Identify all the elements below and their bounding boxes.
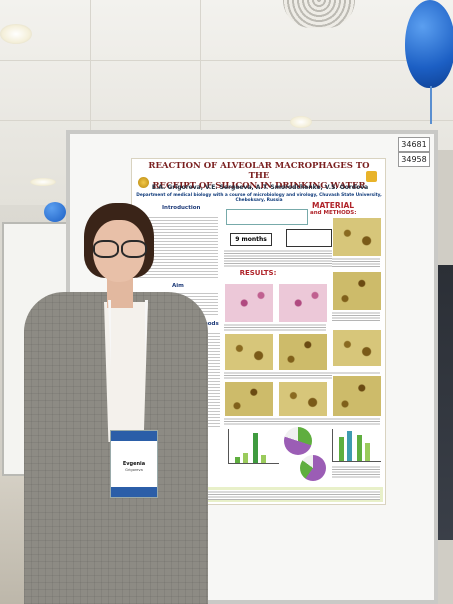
ceiling-tile-line <box>90 0 91 205</box>
badge-surname: Grigoreva <box>125 468 143 472</box>
poster-title-line: REACTION OF ALVEOLAR MACROPHAGES TO THE <box>148 161 370 181</box>
badge-header <box>111 431 157 441</box>
material-heading: MATERIAL <box>312 201 355 210</box>
bar <box>261 455 266 463</box>
bar <box>347 431 352 461</box>
name-badge: Evgenia Grigoreva <box>110 430 158 498</box>
blue-balloon-small <box>44 202 66 222</box>
micrograph <box>224 283 274 323</box>
ceiling-lamp <box>290 116 312 128</box>
poster-bar-chart <box>228 429 279 464</box>
poster-bar-chart <box>332 429 381 462</box>
lanyard <box>108 300 148 434</box>
outcome-box <box>286 229 332 247</box>
results-heading: RESULTS: <box>239 269 277 277</box>
duration-box: 9 months <box>230 233 272 246</box>
poster-pie-chart <box>300 455 326 481</box>
conclusion-text <box>208 490 380 500</box>
glasses-lens <box>121 240 147 258</box>
micrograph <box>332 375 382 417</box>
and-methods-heading: and METHODS: <box>310 210 357 216</box>
bar <box>243 453 248 463</box>
balloon-string <box>430 86 432 124</box>
bar <box>235 457 240 463</box>
micrograph-caption <box>332 257 380 267</box>
badge-name: Evgenia <box>122 461 146 467</box>
group-box <box>226 209 308 225</box>
glasses-lens <box>93 240 119 258</box>
ceiling-lamp <box>0 24 32 44</box>
bar <box>365 443 370 461</box>
person-shirt <box>104 302 148 442</box>
micrograph <box>224 333 274 371</box>
micrograph-caption <box>224 417 380 425</box>
flag-icon <box>366 171 377 182</box>
bar <box>253 433 258 463</box>
aim-heading: Aim <box>172 283 184 289</box>
ceiling-tile-line <box>200 0 201 205</box>
poster-title: REACTION OF ALVEOLAR MACROPHAGES TO THE … <box>144 161 374 191</box>
board-number-tag: 34681 <box>398 137 430 152</box>
methods-caption <box>224 249 334 267</box>
micrograph <box>278 333 328 371</box>
bystander <box>438 265 453 540</box>
poster-department: Department of medical biology with a cou… <box>136 193 382 203</box>
intro-heading: Introduction <box>162 205 201 211</box>
micrograph-caption <box>224 371 380 379</box>
ceiling-tile-line <box>0 60 453 61</box>
micrograph <box>332 329 382 367</box>
micrograph-caption <box>224 323 326 331</box>
university-logo-icon <box>138 177 149 188</box>
person-neck <box>107 278 133 308</box>
badge-footer <box>111 487 157 497</box>
micrograph <box>332 271 382 311</box>
glasses-icon <box>91 240 149 258</box>
micrograph <box>332 217 382 257</box>
chart-caption <box>332 465 380 479</box>
micrograph <box>278 283 328 323</box>
poster-authors: E.A. Grigoreva, V.E. Sergeeva, A.T. Smor… <box>151 184 369 191</box>
micrograph-caption <box>332 311 380 321</box>
board-number-tag: 34958 <box>398 152 430 167</box>
poster-title-line: RECEIPT OF SILICON IN DRINKING WATER <box>152 181 366 191</box>
ceiling-lamp <box>30 178 56 186</box>
blue-balloon <box>405 0 453 88</box>
bar <box>339 437 344 461</box>
ceiling-tile-line <box>0 120 453 121</box>
bar <box>357 435 362 461</box>
poster-pie-chart <box>284 427 312 455</box>
micrograph <box>224 381 274 417</box>
micrograph <box>278 381 328 417</box>
